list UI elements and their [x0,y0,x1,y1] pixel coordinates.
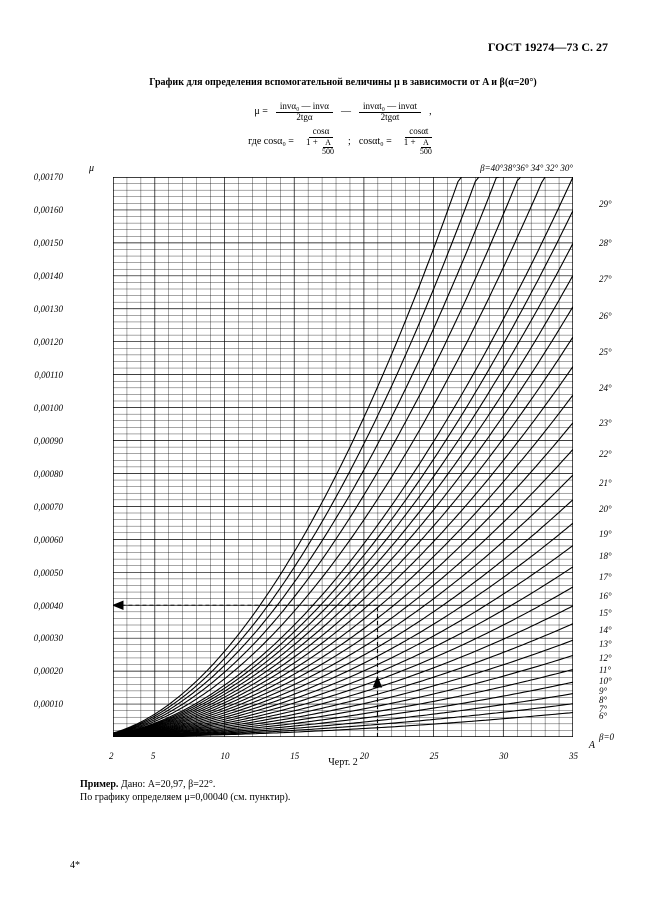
x-tick: 35 [569,751,578,761]
page-header: ГОСТ 19274—73 С. 27 [70,40,616,55]
cost-lhs: cosαt₀ = [359,134,392,150]
beta-label: 25° [599,347,612,357]
y-tick: 0,00100 [34,403,63,413]
example-rest: Дано: A=20,97, β=22°. [118,779,215,790]
y-tick: 0,00010 [34,699,63,709]
y-tick: 0,00060 [34,535,63,545]
y-tick: 0,00080 [34,469,63,479]
trailing-comma: , [429,104,432,120]
mu-eq-lhs: μ = [254,104,268,120]
beta-label: 20° [599,504,612,514]
subfrac-A500-1: A 500 [320,139,336,158]
beta-label: 28° [599,238,612,248]
beta-label: 29° [599,199,612,209]
x-tick: 15 [290,751,299,761]
x-tick: 20 [360,751,369,761]
beta-label: 27° [599,274,612,284]
y-tick: 0,00160 [34,205,63,215]
mu-chart [113,177,573,737]
example-line-1: Пример. Дано: A=20,97, β=22°. [80,778,616,791]
example-bold: Пример. [80,779,118,790]
beta-label: 17° [599,572,612,582]
beta-label: 6° [599,711,607,721]
semicolon: ; [348,134,351,150]
formula-block: μ = invα₀ — invα 2tgα — invαt₀ — invαt 2… [70,102,616,157]
beta-label: 24° [599,383,612,393]
y-tick: 0,00170 [34,172,63,182]
y-tick: 0,00140 [34,271,63,281]
example-text: Пример. Дано: A=20,97, β=22°. По графику… [80,778,616,804]
x-tick: 5 [151,751,156,761]
beta-label: β=0 [599,732,614,742]
chart-title: График для определения вспомогательной в… [70,77,616,88]
beta-label: 15° [599,608,612,618]
beta-label: 14° [599,625,612,635]
subfrac-A500-2: A 500 [418,139,434,158]
example-line-2: По графику определяем μ=0,00040 (см. пун… [80,791,616,804]
y-tick: 0,00050 [34,568,63,578]
x-tick: 10 [221,751,230,761]
formula-cos: где cosα₀ = cosα 1 + A 500 ; cosαt₀ = co… [70,127,616,157]
beta-label: 21° [599,478,612,488]
beta-top-labels: β=40°38°36° 34° 32° 30° [480,163,573,173]
beta-label: 18° [599,551,612,561]
y-tick: 0,00150 [34,238,63,248]
y-tick: 0,00070 [34,502,63,512]
frac-cos2: cosαt 1 + A 500 [400,127,438,157]
beta-label: 12° [599,653,612,663]
x-axis-label: A [589,740,595,751]
y-tick: 0,00040 [34,601,63,611]
beta-label: 10° [599,676,612,686]
x-tick: 2 [109,751,114,761]
beta-label: 16° [599,591,612,601]
beta-label: 13° [599,639,612,649]
chart-container: μ β=40°38°36° 34° 32° 30° 0,000100,00020… [113,177,573,737]
beta-label: 22° [599,449,612,459]
page-footnote: 4* [70,860,80,871]
formula-mu: μ = invα₀ — invα 2tgα — invαt₀ — invαt 2… [70,102,616,123]
y-tick: 0,00020 [34,666,63,676]
y-tick: 0,00030 [34,633,63,643]
beta-label: 23° [599,418,612,428]
y-tick: 0,00110 [34,370,63,380]
y-tick: 0,00130 [34,304,63,314]
x-tick: 30 [499,751,508,761]
beta-label: 26° [599,311,612,321]
frac-1: invα₀ — invα 2tgα [276,102,333,123]
x-tick: 25 [430,751,439,761]
page: ГОСТ 19274—73 С. 27 График для определен… [0,0,666,901]
frac-cos1: cosα 1 + A 500 [302,127,340,157]
frac-2: invαt₀ — invαt 2tgαt [359,102,421,123]
beta-label: 19° [599,529,612,539]
y-axis-label: μ [89,163,94,174]
y-tick: 0,00120 [34,337,63,347]
y-tick: 0,00090 [34,436,63,446]
minus-sign: — [341,104,351,120]
where-text: где cosα₀ = [248,134,294,150]
beta-label: 11° [599,665,611,675]
